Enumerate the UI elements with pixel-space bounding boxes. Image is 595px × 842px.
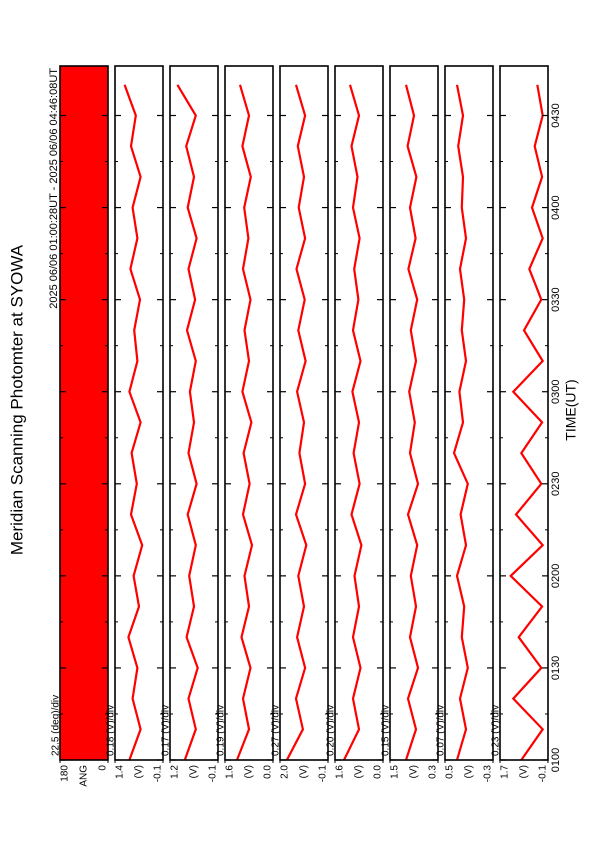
panel-frame (279, 65, 329, 761)
y-tick-label: -0.1 (538, 765, 549, 783)
y-tick-label: -0.1 (208, 765, 219, 783)
chart-title: Meridian Scanning Photomter at SYOWA (7, 244, 26, 555)
panel-scale-label: 0.23 (V)/div (491, 705, 502, 756)
y-unit: (V) (464, 765, 475, 778)
rotated-plot: Meridian Scanning Photomter at SYOWA 202… (7, 65, 579, 787)
panel-scale-label: 0.19 (V)/div (216, 705, 227, 756)
x-tick-label: 0200 (550, 564, 562, 588)
trace (235, 84, 254, 761)
x-tick-label: 0130 (550, 656, 562, 680)
trace (452, 84, 469, 761)
panel-frame (224, 65, 274, 761)
y-tick-label: 180 (60, 765, 71, 782)
x-tick-label: 0430 (550, 103, 562, 127)
y-tick-label: -0.1 (153, 765, 164, 783)
panel-scale-label: 0.20 (V)/div (326, 705, 337, 756)
panel-frame (389, 65, 439, 761)
panel-frame (444, 65, 494, 761)
trace (404, 84, 420, 761)
y-tick-label: 1.7 (500, 765, 511, 779)
y-unit: (V) (354, 765, 365, 778)
y-unit: (V) (409, 765, 420, 778)
x-tick-label: 0230 (550, 472, 562, 496)
x-tick-label: 0400 (550, 195, 562, 219)
y-tick-label: 0 (98, 765, 109, 771)
trace (123, 84, 144, 761)
x-axis-label: TIME(UT) (563, 379, 579, 440)
panel-frame (499, 65, 549, 761)
panel-frame (59, 65, 109, 761)
panel-scale-label: 0.07 (V)/div (436, 705, 447, 756)
y-tick-label: 2.0 (280, 765, 291, 779)
y-tick-label: 0.3 (428, 765, 439, 779)
y-tick-label: -0.3 (483, 765, 494, 783)
panel-scale-label: 0.17 (V)/div (161, 705, 172, 756)
y-tick-label: -0.1 (318, 765, 329, 783)
y-tick-label: 0.5 (445, 765, 456, 779)
trace (343, 84, 363, 761)
y-tick-label: 0.0 (373, 765, 384, 779)
trace (285, 84, 308, 761)
y-unit: (V) (299, 765, 310, 778)
y-tick-label: 0.0 (263, 765, 274, 779)
y-unit: (V) (134, 765, 145, 778)
panel-scale-label: 22.5 (deg)/div (51, 695, 62, 756)
chart-subtitle: 2025 06/06 01:00:28UT - 2025 06/06 04:46… (48, 68, 60, 309)
panel-scale-label: 0.27 (V)/div (271, 705, 282, 756)
x-tick-label: 0100 (550, 748, 562, 772)
y-tick-label: 1.2 (170, 765, 181, 779)
trace (509, 84, 545, 761)
y-tick-label: 1.6 (335, 765, 346, 779)
angle-fill (60, 66, 108, 760)
y-tick-label: 1.6 (225, 765, 236, 779)
trace (176, 84, 199, 761)
y-tick-label: 1.4 (115, 765, 126, 779)
panel-frame (169, 65, 219, 761)
panel-scale-label: 0.15 (V)/div (381, 705, 392, 756)
y-unit: (V) (244, 765, 255, 778)
y-unit: (V) (189, 765, 200, 778)
x-tick-label: 0330 (550, 287, 562, 311)
x-tick-label: 0300 (550, 379, 562, 403)
panel-scale-label: 0.18 (V)/div (106, 705, 117, 756)
y-unit: (V) (519, 765, 530, 778)
panel-frame (334, 65, 384, 761)
y-tick-label: 1.5 (390, 765, 401, 779)
y-unit: ANG (79, 765, 90, 787)
panel-frame (114, 65, 164, 761)
